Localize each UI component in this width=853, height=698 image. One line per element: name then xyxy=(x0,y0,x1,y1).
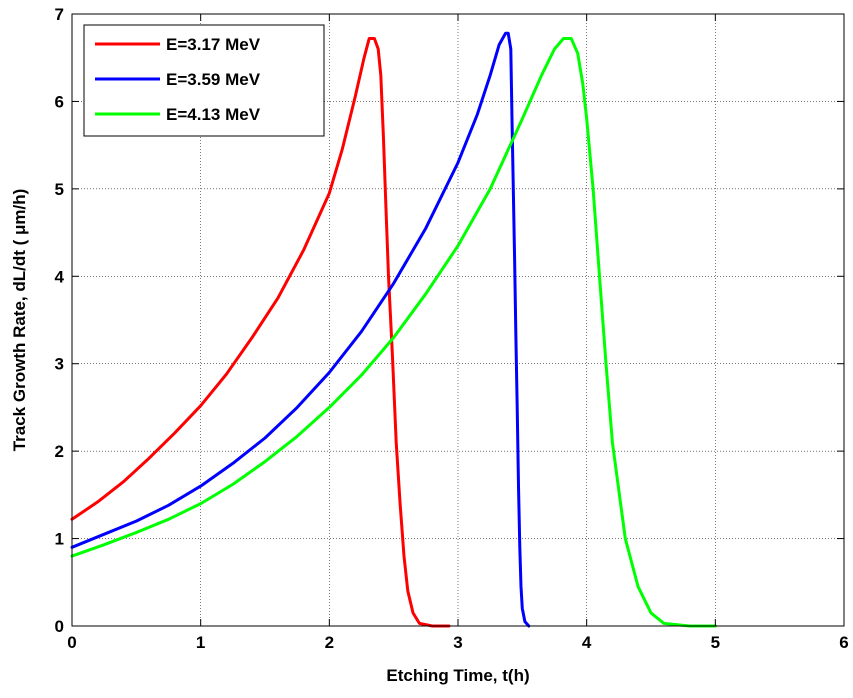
series-line-1 xyxy=(70,37,451,628)
x-tick-label: 2 xyxy=(325,633,334,652)
x-tick-label: 0 xyxy=(67,633,76,652)
y-tick-label: 6 xyxy=(55,92,64,111)
x-tick-label: 3 xyxy=(453,633,462,652)
series-line-2 xyxy=(70,31,531,628)
y-axis-label: Track Growth Rate, dL/dt ( μm/h) xyxy=(10,189,29,452)
series-lines xyxy=(70,31,717,628)
y-tick-label: 2 xyxy=(55,442,64,461)
legend: E=3.17 MeV E=3.59 MeV E=4.13 MeV xyxy=(83,24,325,137)
legend-label-2: E=3.59 MeV xyxy=(166,70,261,89)
legend-entries: E=3.17 MeV E=3.59 MeV E=4.13 MeV xyxy=(95,35,261,124)
legend-label-1: E=3.17 MeV xyxy=(166,35,261,54)
axis-ticks xyxy=(71,13,845,627)
x-tick-label: 6 xyxy=(839,633,848,652)
x-tick-label: 4 xyxy=(582,633,592,652)
y-tick-label: 1 xyxy=(55,530,64,549)
legend-label-3: E=4.13 MeV xyxy=(166,105,261,124)
y-tick-label: 5 xyxy=(55,180,64,199)
y-tick-label: 3 xyxy=(55,355,64,374)
x-axis-label: Etching Time, t(h) xyxy=(386,666,529,685)
series-line-3 xyxy=(70,37,717,628)
y-tick-label: 0 xyxy=(55,617,64,636)
x-tick-labels: 0 1 2 3 4 5 6 xyxy=(67,633,848,652)
x-tick-label: 1 xyxy=(196,633,205,652)
y-tick-label: 7 xyxy=(55,5,64,24)
y-tick-label: 4 xyxy=(55,267,65,286)
x-tick-label: 5 xyxy=(711,633,720,652)
y-tick-labels: 0 1 2 3 4 5 6 7 xyxy=(55,5,65,636)
